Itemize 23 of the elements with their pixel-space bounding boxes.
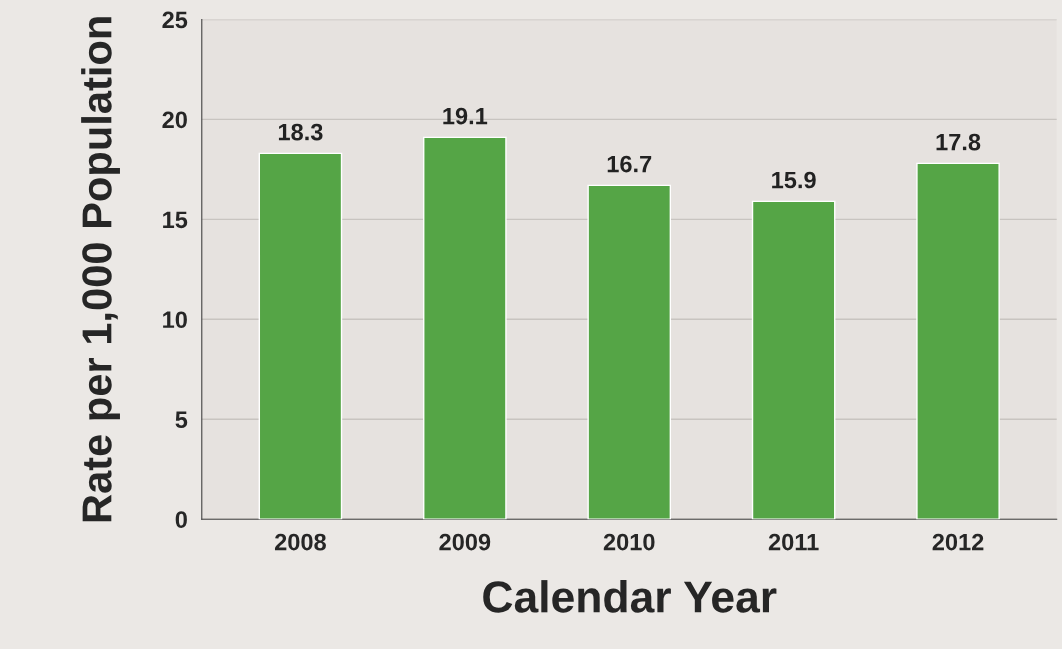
x-axis-title: Calendar Year: [483, 580, 777, 613]
x-tick-label: 2008: [274, 533, 326, 551]
y-tick-label: 0: [175, 511, 187, 528]
y-axis-title: Rate per 1,000 Population: [81, 17, 120, 522]
data-label: 18.3: [278, 123, 323, 141]
y-tick-label: 15: [163, 211, 188, 229]
data-label: 19.1: [443, 107, 488, 125]
bar: [423, 136, 507, 520]
x-tick-label: 2009: [439, 533, 491, 551]
y-tick-label: 10: [163, 311, 187, 329]
data-label: 16.7: [607, 155, 652, 173]
bar: [258, 152, 343, 520]
bar: [751, 200, 836, 520]
bar: [587, 184, 672, 520]
y-tick-label: 25: [162, 11, 188, 29]
data-label: 17.8: [936, 133, 981, 151]
x-tick-label: 2012: [932, 533, 984, 551]
bar: [916, 162, 1000, 520]
x-tick-label: 2011: [768, 533, 819, 551]
y-tick-label: 5: [175, 411, 188, 429]
y-tick-label: 20: [162, 111, 187, 129]
data-label: 15.9: [772, 171, 816, 189]
x-tick-label: 2010: [603, 533, 655, 551]
